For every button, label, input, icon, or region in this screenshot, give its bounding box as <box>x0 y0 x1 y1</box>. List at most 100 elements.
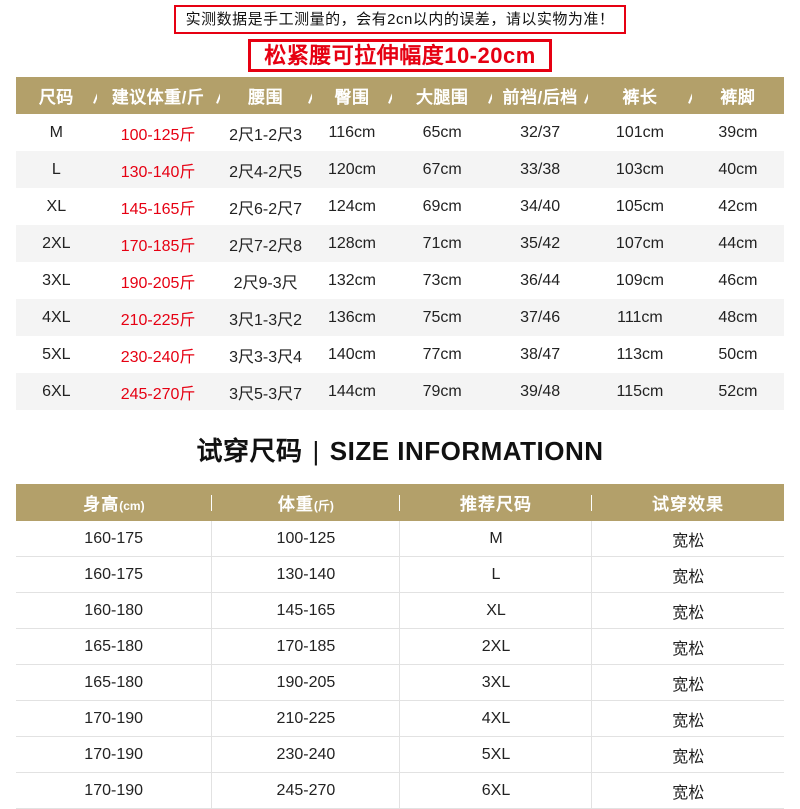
table-cell: 2尺9-3尺 <box>233 274 298 292</box>
table-cell: 宽松 <box>591 556 784 593</box>
table-row: M 100-125斤 2尺1-2尺3 116cm 65cm 32/37 101cm 39cm <box>16 114 784 151</box>
table-cell: 107cm <box>615 234 664 252</box>
header-unit: (cm) <box>119 499 145 513</box>
table-cell: 116cm <box>328 123 376 141</box>
table-cell: 52cm <box>718 382 758 400</box>
table-cell: 2尺7-2尺8 <box>229 237 303 255</box>
table-cell: 111cm <box>617 308 663 326</box>
table-cell: 160-175 <box>16 521 213 557</box>
table-cell: 245-270 <box>211 772 401 809</box>
table-cell: 160-175 <box>16 556 213 593</box>
table-cell: M <box>399 521 593 557</box>
table-cell: 230-240 <box>211 736 401 773</box>
table-cell: 3尺5-3尺7 <box>229 385 303 403</box>
table-cell: 73cm <box>422 271 462 289</box>
table-row: 160-175 100-125 M 宽松 <box>16 521 784 557</box>
table-cell: 2尺1-2尺3 <box>229 126 303 144</box>
table-cell: 宽松 <box>591 700 784 737</box>
column-header-weight: 建议体重/斤 <box>96 77 220 114</box>
table-cell: 160-180 <box>16 592 213 629</box>
table-row: 170-190 245-270 6XL 宽松 <box>16 772 784 809</box>
table-cell: 100-125斤 <box>120 126 196 144</box>
header-unit: (斤) <box>313 499 334 513</box>
table-cell: 48cm <box>718 308 758 326</box>
table-cell: 39cm <box>718 123 758 141</box>
column-header-rise: 前裆/后档 <box>492 77 589 114</box>
header-label: 身高 <box>83 495 120 514</box>
table-row: 5XL 230-240斤 3尺3-3尺4 140cm 77cm 38/47 113cm 50c… <box>16 336 784 373</box>
table-cell: 34/40 <box>520 197 561 215</box>
table-cell: 4XL <box>399 700 593 737</box>
size-table-body: M 100-125斤 2尺1-2尺3 116cm 65cm 32/37 101cm 39cm L… <box>16 114 784 410</box>
table-cell: 113cm <box>616 345 664 363</box>
table-cell: 210-225斤 <box>120 311 196 329</box>
fit-section-title: 试穿尺码 | SIZE INFORMATIONN <box>0 431 800 468</box>
table-cell: 130-140 <box>211 556 401 593</box>
table-cell: 245-270斤 <box>120 385 196 403</box>
table-cell: 170-185斤 <box>120 237 196 255</box>
table-cell: 5XL <box>399 736 593 773</box>
size-spec-table: 尺码 建议体重/斤 腰围 臀围 大腿围 前裆/后档 裤长 裤脚 M 100-125… <box>16 77 784 410</box>
table-cell: 67cm <box>422 160 462 178</box>
table-cell: 35/42 <box>520 234 561 252</box>
table-cell: L <box>399 556 593 593</box>
table-cell: 4XL <box>42 308 71 326</box>
fit-title-cn: 试穿尺码 <box>196 436 303 466</box>
table-cell: 6XL <box>399 772 593 809</box>
column-header-hip: 臀围 <box>311 77 393 114</box>
table-cell: 71cm <box>422 234 462 252</box>
table-cell: 165-180 <box>16 628 213 665</box>
table-row: 170-190 230-240 5XL 宽松 <box>16 736 784 773</box>
column-header-weight: 体重(斤) <box>211 484 400 521</box>
header-label: 体重 <box>277 495 314 514</box>
table-row: XL 145-165斤 2尺6-2尺7 124cm 69cm 34/40 105cm 42cm <box>16 188 784 225</box>
table-cell: XL <box>399 592 593 629</box>
table-cell: 69cm <box>422 197 462 215</box>
table-row: 165-180 190-205 3XL 宽松 <box>16 664 784 701</box>
column-header-size: 尺码 <box>16 77 97 114</box>
table-cell: 120cm <box>327 160 376 178</box>
table-cell: 100-125 <box>211 521 401 557</box>
table-cell: 6XL <box>42 382 71 400</box>
header-label: 推荐尺码 <box>459 495 532 514</box>
table-cell: 190-205 <box>211 664 401 701</box>
table-cell: 190-205斤 <box>120 274 196 292</box>
table-cell: 109cm <box>615 271 664 289</box>
column-header-length: 裤长 <box>588 77 692 114</box>
table-cell: 5XL <box>42 345 71 363</box>
column-header-recommended-size: 推荐尺码 <box>399 484 592 521</box>
table-row: 170-190 210-225 4XL 宽松 <box>16 700 784 737</box>
table-cell: 3尺3-3尺4 <box>229 348 303 366</box>
table-cell: 145-165 <box>211 592 401 629</box>
table-row: 3XL 190-205斤 2尺9-3尺 132cm 73cm 36/44 109cm 46cm <box>16 262 784 299</box>
table-cell: 136cm <box>327 308 376 326</box>
table-cell: 宽松 <box>591 592 784 629</box>
table-cell: 124cm <box>327 197 376 215</box>
stretch-range-banner: 松紧腰可拉伸幅度10-20cm <box>248 39 552 72</box>
column-header-waist: 腰围 <box>219 77 312 114</box>
table-cell: 2尺4-2尺5 <box>229 163 303 181</box>
table-cell: 170-185 <box>211 628 401 665</box>
table-cell: 170-190 <box>16 772 213 809</box>
table-cell: 170-190 <box>16 736 213 773</box>
table-cell: 140cm <box>327 345 376 363</box>
table-cell: 宽松 <box>591 736 784 773</box>
table-row: 160-180 145-165 XL 宽松 <box>16 592 784 629</box>
column-header-height: 身高(cm) <box>16 484 212 521</box>
table-cell: 40cm <box>718 160 758 178</box>
measurement-notice: 实测数据是手工测量的，会有2cn以内的误差，请以实物为准！ <box>173 5 627 34</box>
table-cell: 宽松 <box>591 521 784 557</box>
table-row: 160-175 130-140 L 宽松 <box>16 556 784 593</box>
try-on-table: 身高(cm) 体重(斤) 推荐尺码 试穿效果 160-175 100-125 M 宽松… <box>16 484 784 809</box>
table-row: 6XL 245-270斤 3尺5-3尺7 144cm 79cm 39/48 115cm 52c… <box>16 373 784 410</box>
table-cell: 33/38 <box>520 160 561 178</box>
size-table-header-row: 尺码 建议体重/斤 腰围 臀围 大腿围 前裆/后档 裤长 裤脚 <box>16 77 784 114</box>
table-cell: 130-140斤 <box>120 163 196 181</box>
table-cell: 3XL <box>42 271 71 289</box>
table-row: 4XL 210-225斤 3尺1-3尺2 136cm 75cm 37/46 111cm 48c… <box>16 299 784 336</box>
table-cell: 170-190 <box>16 700 213 737</box>
table-row: 165-180 170-185 2XL 宽松 <box>16 628 784 665</box>
table-cell: 46cm <box>718 271 758 289</box>
table-cell: 37/46 <box>520 308 561 326</box>
table-cell: 165-180 <box>16 664 213 701</box>
